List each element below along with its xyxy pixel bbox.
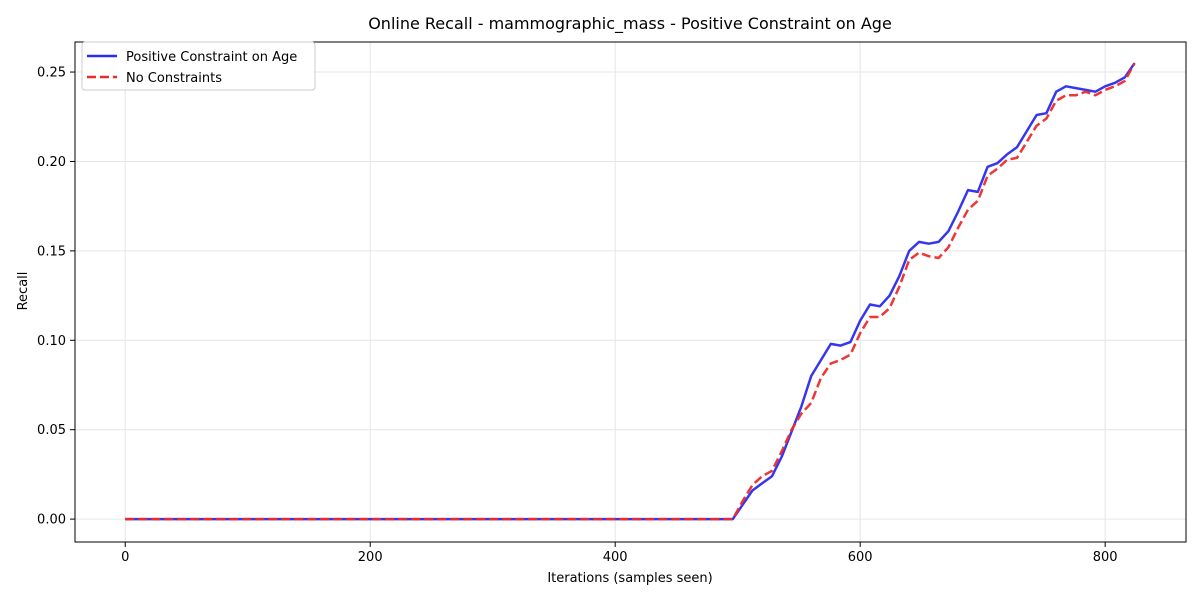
x-tick-label: 200 <box>358 550 383 565</box>
series-line-no-constraints <box>125 62 1136 521</box>
legend-label-no-constraints: No Constraints <box>126 71 222 86</box>
y-tick-label: 0.10 <box>37 334 66 349</box>
series-lines <box>125 62 1136 521</box>
legend: Positive Constraint on Age No Constraint… <box>81 41 316 91</box>
y-tick-label: 0.05 <box>37 423 66 438</box>
x-tick-label: 0 <box>121 550 129 565</box>
y-axis: 0.00 0.05 0.10 0.15 0.20 0.25 <box>37 66 75 528</box>
x-axis-label: Iterations (samples seen) <box>547 571 712 586</box>
x-axis: 0 200 400 600 800 <box>121 542 1118 565</box>
x-tick-label: 800 <box>1093 550 1118 565</box>
plot-frame <box>74 41 1187 543</box>
grid <box>75 42 1186 542</box>
y-tick-label: 0.00 <box>37 513 66 528</box>
y-tick-label: 0.25 <box>37 66 66 81</box>
series-line-positive-constraint-on-age <box>125 62 1136 521</box>
x-tick-label: 400 <box>603 550 628 565</box>
chart-title: Online Recall - mammographic_mass - Posi… <box>368 14 892 34</box>
y-tick-label: 0.15 <box>37 244 66 259</box>
x-tick-label: 600 <box>848 550 873 565</box>
y-axis-label: Recall <box>16 272 31 311</box>
y-tick-label: 0.20 <box>37 155 66 170</box>
legend-box <box>81 41 316 91</box>
legend-label-positive-constraint: Positive Constraint on Age <box>126 50 297 65</box>
